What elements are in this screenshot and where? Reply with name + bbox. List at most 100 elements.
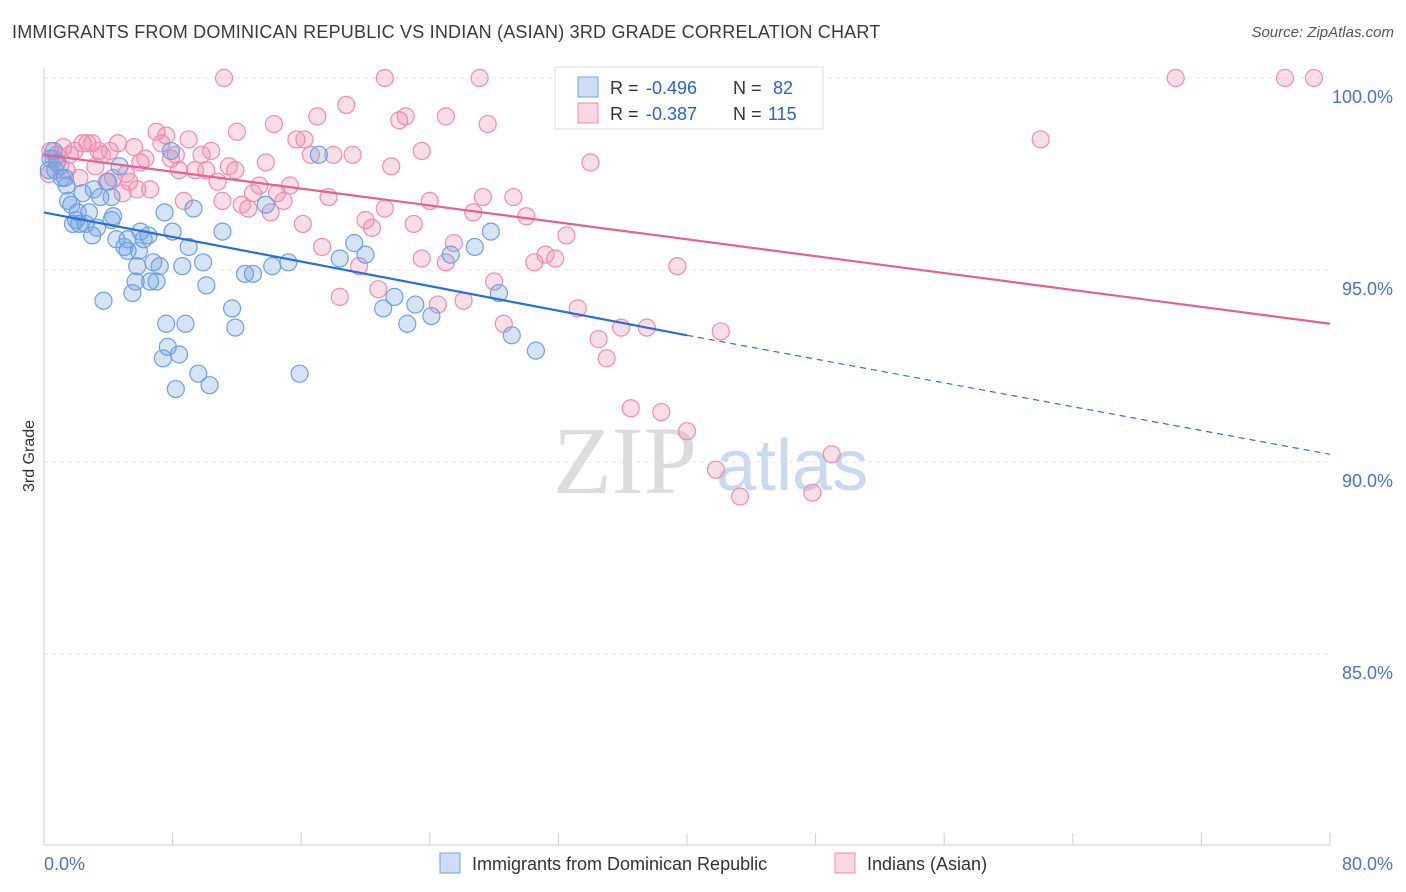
legend-box <box>554 66 824 130</box>
dominican-point <box>226 318 245 337</box>
indians-point <box>412 249 431 268</box>
dominican-point <box>256 195 275 214</box>
dominican-point <box>330 249 349 268</box>
dominican-point <box>441 245 460 264</box>
dominican-point <box>502 326 521 345</box>
indians-point <box>213 191 232 210</box>
indians-point <box>256 153 275 172</box>
indians-point <box>652 402 671 422</box>
x-ticks <box>172 833 1331 845</box>
indians-point <box>706 460 726 479</box>
dominican-point <box>189 364 208 383</box>
indians-point <box>308 107 327 126</box>
indians-point <box>174 191 193 210</box>
legend-n-value-pink: 115 <box>768 104 797 124</box>
dominican-point <box>489 283 509 303</box>
dominican-point <box>157 314 176 333</box>
indians-point <box>428 295 447 314</box>
indians-point <box>293 214 312 234</box>
dominican-point <box>140 272 160 291</box>
dominican-point <box>422 306 441 326</box>
indians-point <box>202 141 221 161</box>
dominican-point <box>309 145 328 164</box>
dominican-point <box>123 283 142 303</box>
indians-point <box>369 280 388 299</box>
dominican-point <box>194 253 213 272</box>
indians-point <box>343 145 362 164</box>
x-tick-label-min: 0.0% <box>44 854 85 874</box>
indians-point <box>214 68 234 88</box>
indians-point <box>128 180 147 199</box>
dominican-point <box>161 141 181 161</box>
indians-point <box>124 138 144 157</box>
indians-point <box>1275 68 1295 88</box>
chart-title: IMMIGRANTS FROM DOMINICAN REPUBLIC VS IN… <box>12 22 881 42</box>
legend-r-value-blue: -0.496 <box>646 78 697 98</box>
y-axis-title: 3rd Grade <box>21 420 38 492</box>
indians-point <box>517 207 536 226</box>
y-tick-label: 90.0% <box>1342 471 1393 491</box>
legend-r-value-pink: -0.387 <box>646 104 697 124</box>
indians-point <box>597 349 616 368</box>
dominican-point <box>263 257 282 276</box>
dominican-point <box>406 295 425 314</box>
indians-point <box>412 141 431 161</box>
indians-point <box>179 130 198 149</box>
indians-trend-line <box>43 153 1331 325</box>
dominican-point <box>465 237 484 257</box>
indians-point <box>295 130 314 149</box>
bottom-legend-label-blue: Immigrants from Dominican Republic <box>472 854 767 874</box>
indians-point <box>375 68 394 88</box>
dominican-point <box>169 345 189 364</box>
indians-point <box>250 176 269 195</box>
indians-point <box>822 445 841 464</box>
dominican-point <box>213 222 232 241</box>
watermark-atlas: atlas <box>716 426 868 506</box>
dominican-point <box>147 272 166 291</box>
y-tick-label: 85.0% <box>1342 663 1393 683</box>
dominican-point <box>385 287 404 306</box>
dominican-point <box>155 203 174 222</box>
dominican-point <box>243 264 263 283</box>
dominican-trend-line <box>43 211 688 337</box>
indians-point <box>473 187 492 207</box>
bottom-legend-swatch-blue <box>439 852 461 874</box>
indians-point <box>504 187 523 207</box>
bottom-legend-label-pink: Indians (Asian) <box>867 854 987 874</box>
indians-point <box>197 161 216 180</box>
dominican-point <box>99 172 118 191</box>
series-legend: Immigrants from Dominican Republic India… <box>439 852 987 874</box>
dominican-point <box>173 257 192 276</box>
dominican-point <box>526 341 545 360</box>
watermark-zip: ZIP <box>553 407 697 514</box>
dominican-point <box>73 184 92 203</box>
indians-point <box>589 330 608 349</box>
indians-point <box>227 122 246 141</box>
dominican-point <box>94 291 113 310</box>
bottom-legend-swatch-pink <box>834 852 856 874</box>
indians-point <box>147 122 166 141</box>
indians-point <box>274 191 293 210</box>
indians-point <box>264 114 283 134</box>
indians-point <box>396 107 415 126</box>
correlation-legend: R = -0.496 N = 82 R = -0.387 N = 115 <box>554 66 824 130</box>
indians-point <box>478 114 497 134</box>
dominican-point <box>179 237 198 257</box>
indians-point <box>677 422 697 441</box>
indians-point <box>375 199 394 218</box>
dominican-point <box>345 234 364 253</box>
dominican-point <box>166 379 185 399</box>
indians-point <box>1166 68 1185 88</box>
dominican-point <box>57 176 76 195</box>
indians-point <box>546 249 565 268</box>
dominican-point <box>176 314 195 333</box>
legend-r-label-pink: R = <box>610 104 639 124</box>
dominican-point <box>55 168 74 187</box>
dominican-point <box>150 257 169 276</box>
indians-point <box>73 134 92 153</box>
trend-lines <box>43 153 1331 455</box>
indians-point <box>157 126 176 145</box>
indians-point <box>169 161 189 180</box>
dominican-point <box>481 222 500 241</box>
dominican-point <box>129 241 148 260</box>
